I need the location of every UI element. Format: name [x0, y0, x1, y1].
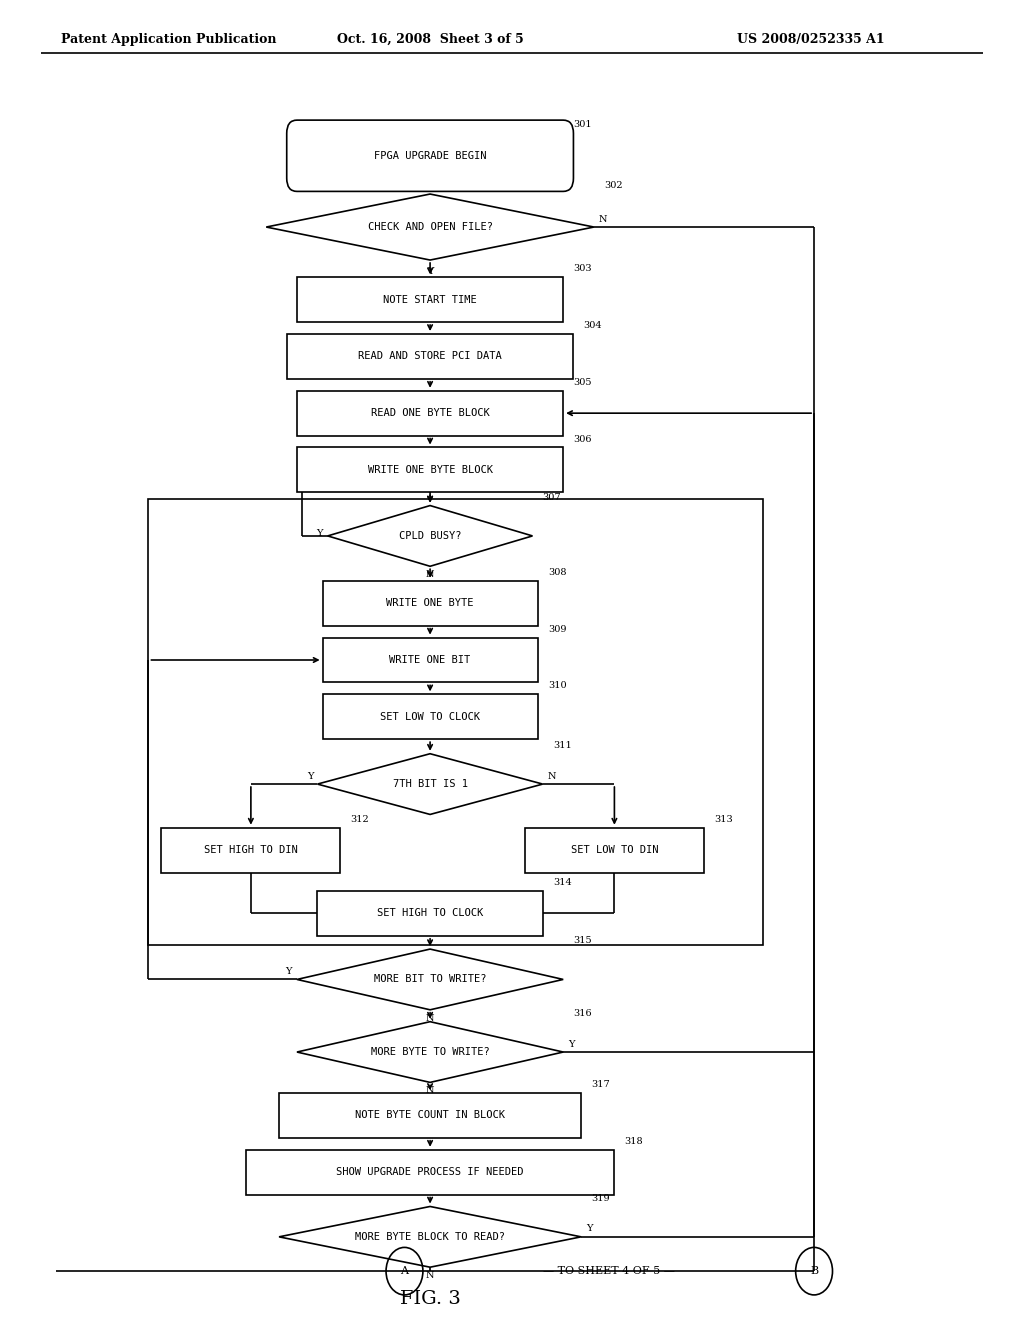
Text: US 2008/0252335 A1: US 2008/0252335 A1 — [737, 33, 885, 46]
Text: CPLD BUSY?: CPLD BUSY? — [398, 531, 462, 541]
Text: MORE BIT TO WRITE?: MORE BIT TO WRITE? — [374, 974, 486, 985]
Bar — [297, 277, 563, 322]
Text: WRITE ONE BYTE: WRITE ONE BYTE — [386, 598, 474, 609]
Bar — [287, 334, 573, 379]
Text: Y: Y — [286, 968, 292, 975]
Bar — [297, 447, 563, 492]
Bar — [246, 1150, 614, 1195]
Text: NOTE BYTE COUNT IN BLOCK: NOTE BYTE COUNT IN BLOCK — [355, 1110, 505, 1121]
Text: 302: 302 — [604, 181, 623, 190]
Text: 317: 317 — [592, 1080, 610, 1089]
Bar — [297, 391, 563, 436]
Text: 318: 318 — [625, 1137, 643, 1146]
Text: READ ONE BYTE BLOCK: READ ONE BYTE BLOCK — [371, 408, 489, 418]
Text: Y: Y — [307, 772, 313, 780]
Text: WRITE ONE BIT: WRITE ONE BIT — [389, 655, 471, 665]
Text: 312: 312 — [350, 814, 370, 824]
Text: 309: 309 — [548, 624, 566, 634]
Text: 304: 304 — [584, 321, 602, 330]
Text: SET LOW TO CLOCK: SET LOW TO CLOCK — [380, 711, 480, 722]
Text: 315: 315 — [573, 936, 592, 945]
Text: 310: 310 — [548, 681, 566, 690]
Text: SET HIGH TO DIN: SET HIGH TO DIN — [204, 845, 298, 855]
Text: FIG. 3: FIG. 3 — [399, 1290, 461, 1308]
Text: MORE BYTE TO WRITE?: MORE BYTE TO WRITE? — [371, 1047, 489, 1057]
Polygon shape — [266, 194, 594, 260]
Text: 305: 305 — [573, 378, 592, 387]
Text: 7TH BIT IS 1: 7TH BIT IS 1 — [392, 779, 468, 789]
Text: READ AND STORE PCI DATA: READ AND STORE PCI DATA — [358, 351, 502, 362]
Text: SET LOW TO DIN: SET LOW TO DIN — [570, 845, 658, 855]
Text: Y: Y — [427, 267, 433, 276]
Text: A: A — [400, 1266, 409, 1276]
Text: FPGA UPGRADE BEGIN: FPGA UPGRADE BEGIN — [374, 150, 486, 161]
Text: Y: Y — [316, 529, 323, 537]
Text: Oct. 16, 2008  Sheet 3 of 5: Oct. 16, 2008 Sheet 3 of 5 — [337, 33, 523, 46]
Text: 311: 311 — [553, 741, 571, 750]
Text: 319: 319 — [592, 1193, 610, 1203]
Text: — TO SHEET 4 OF 5 —: — TO SHEET 4 OF 5 — — [544, 1266, 675, 1276]
Bar — [279, 1093, 581, 1138]
Text: MORE BYTE BLOCK TO READ?: MORE BYTE BLOCK TO READ? — [355, 1232, 505, 1242]
Text: 303: 303 — [573, 264, 592, 273]
Bar — [323, 638, 538, 682]
Text: N: N — [426, 1086, 434, 1096]
Text: Y: Y — [568, 1040, 574, 1048]
Text: N: N — [426, 1271, 434, 1280]
Text: Patent Application Publication: Patent Application Publication — [61, 33, 276, 46]
Text: 306: 306 — [573, 434, 592, 444]
Text: 313: 313 — [715, 814, 733, 824]
Text: 307: 307 — [543, 492, 561, 502]
Text: N: N — [599, 215, 607, 223]
Polygon shape — [279, 1206, 582, 1267]
Text: N: N — [426, 1014, 434, 1023]
Bar — [524, 828, 705, 873]
Bar — [317, 891, 543, 936]
Polygon shape — [328, 506, 532, 566]
Bar — [148, 499, 763, 945]
Text: 301: 301 — [573, 120, 592, 129]
Text: 316: 316 — [573, 1008, 592, 1018]
Polygon shape — [317, 754, 543, 814]
Bar — [323, 694, 538, 739]
Polygon shape — [297, 1022, 563, 1082]
Text: SET HIGH TO CLOCK: SET HIGH TO CLOCK — [377, 908, 483, 919]
Bar — [323, 581, 538, 626]
Polygon shape — [297, 949, 563, 1010]
Text: SHOW UPGRADE PROCESS IF NEEDED: SHOW UPGRADE PROCESS IF NEEDED — [336, 1167, 524, 1177]
Text: 314: 314 — [553, 878, 571, 887]
Text: WRITE ONE BYTE BLOCK: WRITE ONE BYTE BLOCK — [368, 465, 493, 475]
Text: B: B — [810, 1266, 818, 1276]
Text: CHECK AND OPEN FILE?: CHECK AND OPEN FILE? — [368, 222, 493, 232]
Bar — [162, 828, 340, 873]
Text: N: N — [548, 772, 556, 780]
Text: Y: Y — [586, 1225, 593, 1233]
Text: NOTE START TIME: NOTE START TIME — [383, 294, 477, 305]
Text: 308: 308 — [548, 568, 566, 577]
Text: N: N — [426, 570, 434, 579]
FancyBboxPatch shape — [287, 120, 573, 191]
